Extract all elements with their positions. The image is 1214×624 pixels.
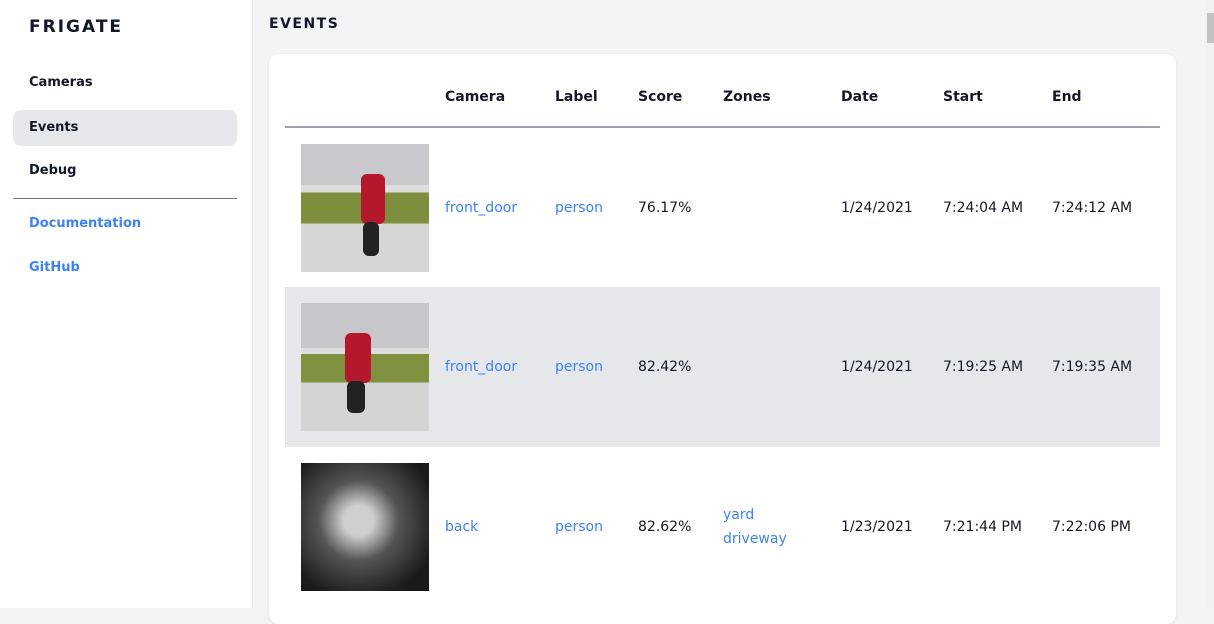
- header-date: Date: [841, 54, 943, 128]
- camera-link[interactable]: front_door: [445, 287, 555, 447]
- zones: [723, 127, 841, 287]
- date: 1/23/2021: [841, 519, 913, 535]
- header-zones: Zones: [723, 54, 841, 128]
- date: 1/24/2021: [841, 287, 943, 447]
- event-thumbnail[interactable]: [301, 143, 429, 272]
- link-github[interactable]: GitHub: [29, 260, 80, 275]
- sidebar-item-cameras[interactable]: Cameras: [29, 75, 93, 90]
- end-time: 7:22:06 PM: [1052, 519, 1131, 535]
- end-time: 7:24:12 AM: [1052, 199, 1133, 216]
- start-time: 7:24:04 AM: [943, 199, 1024, 216]
- event-thumbnail[interactable]: [301, 463, 429, 591]
- events-card: Camera Label Score Zones Date Start End …: [269, 54, 1176, 624]
- table-row[interactable]: back person 82.62% yard driveway 1/23/202…: [285, 447, 1160, 607]
- event-thumbnail[interactable]: [301, 303, 429, 431]
- header-start: Start: [943, 54, 1052, 128]
- events-table: Camera Label Score Zones Date Start End …: [285, 54, 1160, 607]
- header-end: End: [1052, 54, 1160, 128]
- zone-link[interactable]: driveway: [723, 531, 787, 547]
- sidebar-item-debug[interactable]: Debug: [29, 163, 77, 178]
- label-link[interactable]: person: [555, 287, 638, 447]
- link-documentation[interactable]: Documentation: [29, 216, 142, 231]
- table-row[interactable]: front_door person 82.42% 1/24/2021 7:19:…: [285, 287, 1160, 447]
- table-row[interactable]: front_door person 76.17% 1/24/2021 7:24:…: [285, 127, 1160, 287]
- header-label: Label: [555, 54, 638, 128]
- start-time: 7:19:25 AM: [943, 287, 1052, 447]
- header-thumbnail: [285, 54, 445, 128]
- zone-link[interactable]: yard: [723, 507, 755, 523]
- start-time: 7:21:44 PM: [943, 519, 1022, 535]
- header-camera: Camera: [445, 54, 555, 128]
- header-score: Score: [638, 54, 723, 128]
- score: 82.62%: [638, 519, 692, 535]
- sidebar-divider: [13, 198, 237, 199]
- zones: [723, 287, 841, 447]
- sidebar: FRIGATE Cameras Events Debug Documentati…: [0, 0, 253, 608]
- sidebar-item-events[interactable]: Events: [13, 110, 237, 146]
- app-logo: FRIGATE: [29, 17, 124, 37]
- date: 1/24/2021: [841, 199, 913, 216]
- scrollbar-thumb[interactable]: [1207, 13, 1214, 43]
- score: 82.42%: [638, 287, 723, 447]
- camera-link[interactable]: front_door: [445, 199, 518, 216]
- label-link[interactable]: person: [555, 199, 603, 216]
- scrollbar[interactable]: [1206, 0, 1214, 608]
- camera-link[interactable]: back: [445, 519, 479, 535]
- label-link[interactable]: person: [555, 519, 603, 535]
- end-time: 7:19:35 AM: [1052, 287, 1160, 447]
- page-title: EVENTS: [269, 16, 340, 32]
- score: 76.17%: [638, 199, 692, 216]
